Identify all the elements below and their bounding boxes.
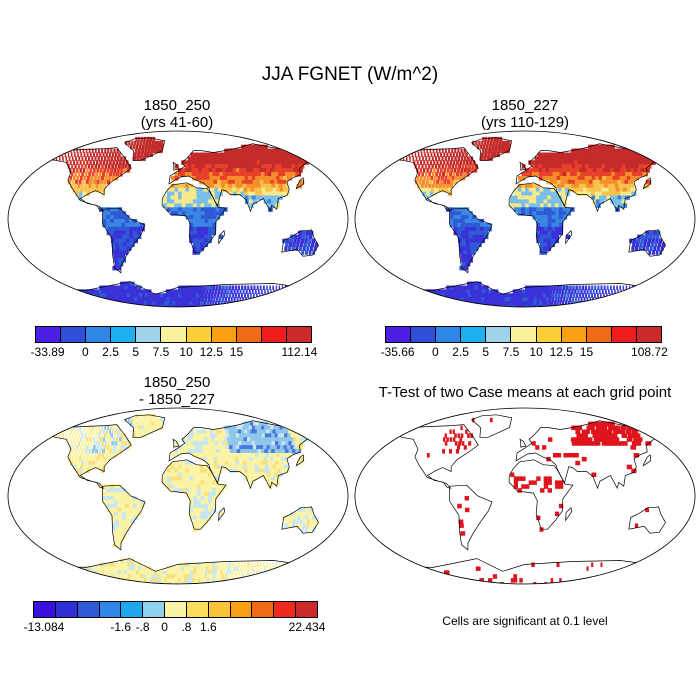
significance-note: Cells are significant at 0.1 level	[442, 614, 608, 628]
panel-4-title: T-Test of two Case means at each grid po…	[355, 384, 695, 401]
coastlines	[385, 414, 668, 584]
map-outline	[354, 130, 696, 308]
colorbar-swatch	[55, 602, 78, 617]
colorbar-swatch	[536, 327, 562, 342]
colorbar-swatch	[274, 602, 297, 617]
colorbar-tick-label: 12.5	[549, 345, 573, 359]
map-cells	[386, 136, 671, 307]
colorbar-tick-label: 15	[229, 345, 244, 359]
colorbar-tick-label: 7.5	[502, 345, 520, 359]
colorbar-swatch	[186, 602, 209, 617]
colorbar-tick-label: 1.6	[200, 620, 217, 634]
panel-1-title-line2: (yrs 41-60)	[140, 114, 214, 131]
coastlines	[385, 137, 668, 307]
colorbar-swatch	[386, 327, 412, 342]
colorbar-swatch	[211, 327, 237, 342]
colorbar-tick-label: 112.14	[281, 345, 318, 359]
map-cells	[39, 136, 324, 307]
colorbar-tick-label: -.8	[135, 620, 150, 634]
colorbar-swatch	[611, 327, 637, 342]
colorbar-swatch	[252, 602, 275, 617]
coastlines	[38, 414, 321, 584]
colorbar-swatch	[636, 327, 662, 342]
colorbar-swatch	[99, 602, 122, 617]
colorbar-swatch	[34, 602, 56, 617]
panel-2-title-line1: 1850_227	[491, 97, 559, 114]
colorbar-swatch	[111, 327, 137, 342]
colorbar-tick-label: 5	[482, 345, 490, 359]
map-outline	[7, 130, 349, 308]
colorbar-tick-label: 0	[82, 345, 89, 359]
panel-3-title-line2: - 1850_227	[139, 391, 215, 408]
colorbar-tick-label: 15	[579, 345, 594, 359]
colorbar-tick-label: -13.084	[23, 620, 65, 634]
colorbar-tick-label: 0	[432, 345, 439, 359]
colorbar-swatch	[121, 602, 144, 617]
colorbar-tick-label: 5	[132, 345, 140, 359]
colorbar-swatch	[186, 327, 212, 342]
colorbar-swatch	[77, 602, 100, 617]
colorbar-tick-label: -1.6	[110, 620, 132, 634]
panel-2-title: 1850_227 (yrs 110-129)	[375, 97, 675, 131]
colorbar-swatch	[136, 327, 162, 342]
colorbar-tick-label: 0	[161, 620, 168, 634]
colorbar-swatch	[511, 327, 537, 342]
panel-1-title-line1: 1850_250	[143, 97, 211, 114]
colorbar-panel-2	[385, 326, 662, 343]
colorbar-swatch	[436, 327, 462, 342]
panel-2-title-line2: (yrs 110-129)	[480, 114, 570, 131]
colorbar-tick-label: 10	[529, 345, 543, 359]
colorbar-tick-label: 12.5	[199, 345, 223, 359]
colorbar-swatch	[261, 327, 287, 342]
map-cells	[39, 413, 324, 584]
coastlines	[38, 137, 321, 307]
colorbar-tick-label: 2.5	[452, 345, 469, 359]
colorbar-swatch	[236, 327, 262, 342]
colorbar-swatch	[86, 327, 112, 342]
colorbar-swatch	[161, 327, 187, 342]
colorbar-swatch	[411, 327, 437, 342]
colorbar-swatch	[461, 327, 487, 342]
colorbar-tick-label: 10	[179, 345, 193, 359]
colorbar-panel-1	[35, 326, 312, 343]
panel-1-title: 1850_250 (yrs 41-60)	[27, 97, 327, 131]
colorbar-swatch	[230, 602, 253, 617]
map-panel-3	[7, 407, 349, 585]
panel-4-title-line1: T-Test of two Case means at each grid po…	[378, 384, 672, 401]
colorbar-swatch	[61, 327, 87, 342]
colorbar-tick-label: 22.434	[288, 620, 326, 634]
map-panel-1	[7, 130, 349, 308]
colorbar-swatch	[296, 602, 317, 617]
colorbar-swatch	[286, 327, 312, 342]
colorbar-panel-3	[33, 601, 318, 618]
colorbar-tick-label: -35.66	[380, 345, 415, 359]
map-panel-4	[354, 407, 696, 585]
map-panel-2	[354, 130, 696, 308]
colorbar-swatch	[486, 327, 512, 342]
colorbar-tick-label: .8	[181, 620, 192, 634]
colorbar-tick-label: 7.5	[152, 345, 170, 359]
figure-title: JJA FGNET (W/m^2)	[261, 64, 439, 85]
map-outline	[354, 407, 696, 585]
panel-3-title: 1850_250 - 1850_227	[27, 374, 327, 408]
colorbar-tick-label: 108.72	[631, 345, 668, 359]
colorbar-swatch	[208, 602, 231, 617]
colorbar-tick-label: -33.89	[30, 345, 65, 359]
colorbar-tick-label: 2.5	[102, 345, 119, 359]
colorbar-swatch	[165, 602, 187, 617]
colorbar-swatch	[586, 327, 612, 342]
colorbar-swatch	[36, 327, 62, 342]
panel-3-title-line1: 1850_250	[143, 374, 211, 391]
colorbar-swatch	[143, 602, 166, 617]
colorbar-swatch	[561, 327, 587, 342]
map-outline	[7, 407, 349, 585]
